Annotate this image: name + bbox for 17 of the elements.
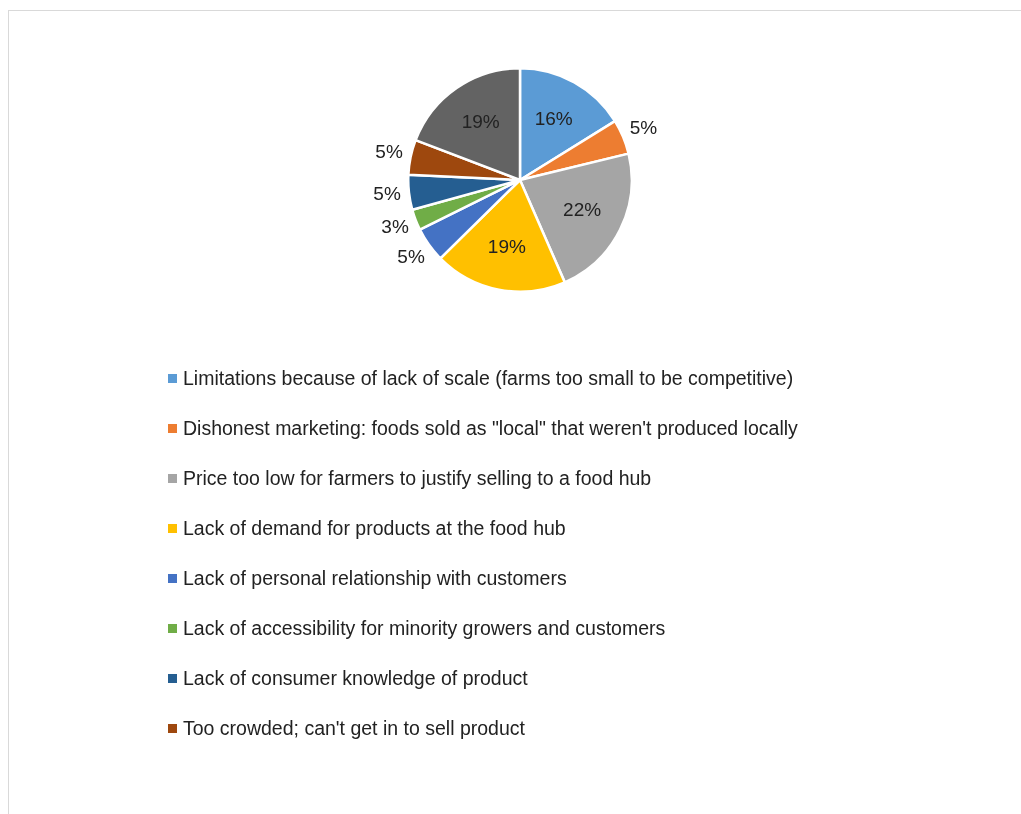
- data-label: 3%: [381, 215, 409, 237]
- legend-label: Limitations because of lack of scale (farms too small to be competitive): [183, 366, 794, 391]
- legend-label: Lack of accessibility for minority growers and customers: [183, 616, 666, 641]
- legend-label: Lack of demand for products at the food hub: [183, 516, 566, 541]
- data-label: 5%: [375, 140, 403, 162]
- data-label: 19%: [461, 111, 500, 133]
- legend-label: Too crowded; can't get in to sell product: [183, 716, 525, 741]
- legend-label: Price too low for farmers to justify selling to a food hub: [183, 466, 652, 491]
- data-label: 5%: [397, 245, 425, 267]
- data-label: 16%: [534, 107, 573, 129]
- legend-label: Lack of consumer knowledge of product: [183, 666, 528, 691]
- data-label: 19%: [487, 236, 527, 258]
- data-label: 5%: [629, 116, 658, 138]
- legend-label: Lack of personal relationship with customers: [183, 566, 567, 591]
- data-label: 22%: [563, 199, 602, 220]
- legend-label: Dishonest marketing: foods sold as "local" that weren't produced locally: [183, 416, 798, 441]
- data-label: 5%: [373, 183, 401, 205]
